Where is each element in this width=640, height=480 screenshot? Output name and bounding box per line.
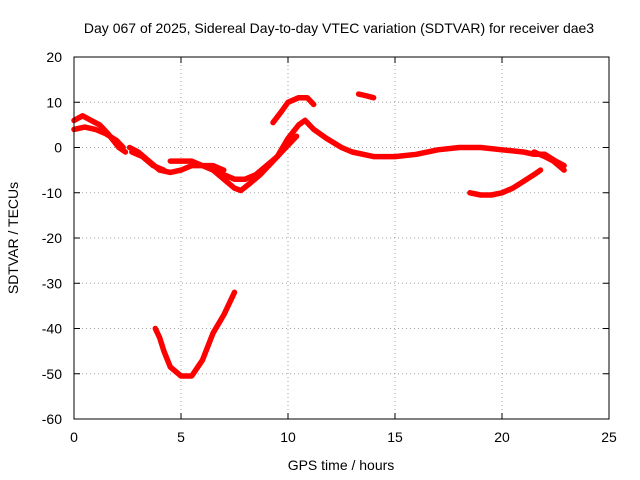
series-arc-11 — [152, 289, 238, 379]
x-tick-label: 25 — [601, 429, 617, 445]
y-tick-label: 10 — [46, 94, 62, 110]
y-tick-label: 0 — [54, 140, 62, 156]
series-arc-6 — [210, 133, 300, 194]
series-arc-1 — [71, 113, 129, 155]
y-axis-label: SDTVAR / TECUs — [5, 182, 21, 294]
x-tick-label: 0 — [70, 429, 78, 445]
x-tick-label: 15 — [387, 429, 403, 445]
y-tick-label: -10 — [42, 185, 62, 201]
axis-ticks: 0 5 10 15 20 25 20 10 0 -10 -20 -30 -40 -50 -60 — [42, 49, 617, 445]
series-arc-4 — [167, 158, 227, 173]
x-tick-label: 10 — [280, 429, 296, 445]
series-arc-3 — [126, 117, 567, 182]
series-layer — [71, 91, 567, 379]
series-arc-10 — [531, 149, 567, 173]
series-arc-5 — [129, 149, 167, 173]
x-tick-label: 5 — [177, 429, 185, 445]
y-tick-label: -50 — [42, 366, 62, 382]
y-tick-label: -30 — [42, 275, 62, 291]
series-arc-9 — [467, 167, 544, 198]
y-tick-label: -20 — [42, 230, 62, 246]
series-arc-2 — [71, 124, 126, 151]
chart-title: Day 067 of 2025, Sidereal Day-to-day VTE… — [84, 20, 594, 36]
series-arc-7 — [270, 94, 317, 126]
y-tick-label: 20 — [46, 49, 62, 65]
y-tick-label: -40 — [42, 321, 62, 337]
x-tick-label: 20 — [494, 429, 510, 445]
grid-lines — [74, 57, 609, 419]
series-arc-8 — [355, 91, 377, 101]
y-tick-label: -60 — [42, 411, 62, 427]
x-axis-label: GPS time / hours — [288, 457, 395, 473]
